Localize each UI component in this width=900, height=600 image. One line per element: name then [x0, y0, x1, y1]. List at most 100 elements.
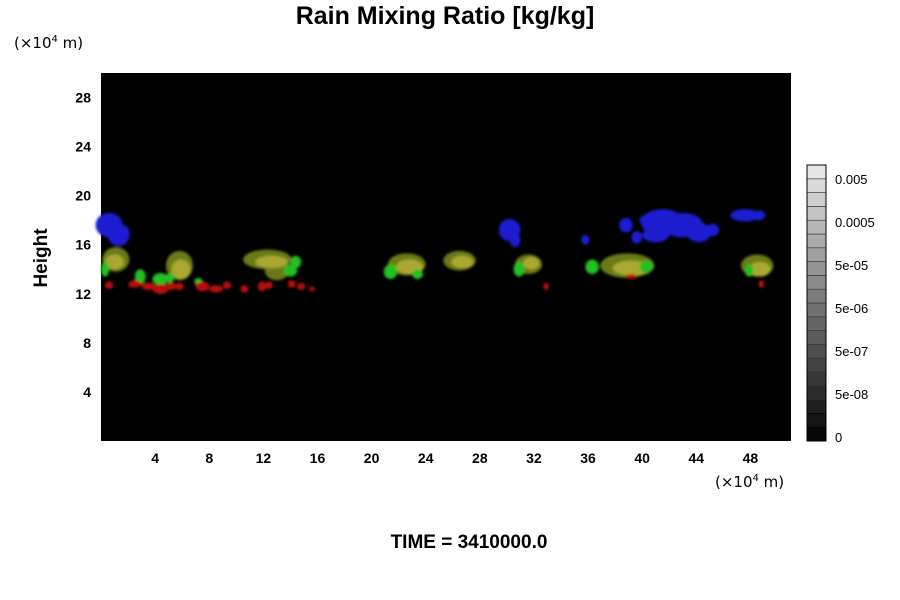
colorbar-segment [806, 413, 827, 428]
y-tick-label: 8 [83, 335, 91, 351]
x-ticks: 4 8 12 16 20 24 28 32 36 40 44 48 [151, 450, 758, 466]
y-tick-label: 12 [75, 286, 91, 302]
feature-blob-3-12 [745, 264, 754, 277]
feature-blob-0-4 [509, 232, 521, 248]
feature-blob-3-6 [290, 255, 302, 269]
x-tick-label: 20 [364, 450, 380, 466]
feature-blob-4-10 [257, 281, 267, 292]
feature-blob-4-9 [240, 285, 249, 293]
x-tick-label: 12 [256, 450, 272, 466]
feature-blob-4-5 [175, 282, 184, 291]
y-axis-unit: (×104 m) [14, 34, 84, 52]
colorbar-segment [806, 316, 827, 331]
colorbar-segment [806, 399, 827, 414]
feature-blob-3-10 [585, 259, 599, 275]
feature-blob-0-12 [642, 227, 670, 243]
x-tick-label: 36 [580, 450, 596, 466]
feature-blob-0-5 [581, 234, 590, 245]
colorbar-label: 0 [835, 430, 842, 445]
colorbar-label: 0.005 [835, 172, 868, 187]
colorbar-label: 5e-08 [835, 387, 868, 402]
feature-blob-4-8 [222, 281, 231, 289]
feature-blob-4-4 [165, 282, 177, 291]
feature-blob-3-3 [165, 272, 175, 283]
x-tick-label: 16 [310, 450, 326, 466]
feature-blob-4-14 [309, 286, 315, 292]
colorbar-segment [806, 164, 827, 180]
feature-blob-0-7 [631, 231, 643, 244]
feature-blob-3-1 [134, 269, 146, 284]
feature-blob-0-15 [751, 210, 766, 221]
feature-blob-4-6 [195, 281, 210, 292]
feature-blob-3-11 [639, 260, 653, 273]
x-tick-label: 48 [743, 450, 759, 466]
feature-blob-2-4 [451, 255, 474, 269]
feature-blob-3-9 [513, 261, 525, 277]
feature-blob-4-1 [128, 280, 142, 288]
time-label: TIME = 3410000.0 [390, 532, 548, 553]
colorbar-segment [806, 302, 827, 318]
colorbar-segment [806, 371, 827, 387]
feature-blob-2-2 [255, 255, 288, 269]
feature-blob-4-12 [287, 280, 296, 288]
colorbar: 0.005 0.0005 5e-05 5e-06 5e-07 5e-08 0 [806, 164, 875, 445]
feature-blob-4-7 [209, 285, 223, 293]
x-tick-label: 8 [205, 450, 213, 466]
feature-blob-2-0 [105, 254, 124, 270]
colorbar-segment [806, 330, 827, 345]
feature-blob-4-16 [625, 274, 637, 280]
x-tick-label: 40 [634, 450, 650, 466]
feature-blob-3-8 [412, 269, 423, 280]
colorbar-segment [806, 357, 827, 373]
colorbar-segment [806, 247, 827, 262]
colorbar-segment [806, 233, 827, 249]
colorbar-segment [806, 192, 827, 207]
x-tick-label: 44 [689, 450, 705, 466]
x-tick-label: 4 [151, 450, 159, 466]
feature-blob-4-2 [141, 282, 156, 291]
colorbar-segment [806, 426, 827, 442]
feature-blob-0-14 [730, 209, 760, 222]
colorbar-label: 5e-05 [835, 258, 868, 273]
colorbar-label: 5e-07 [835, 344, 868, 359]
colorbar-segment [806, 178, 827, 193]
feature-blob-4-17 [758, 280, 764, 288]
colorbar-segment [806, 288, 827, 304]
y-tick-label: 24 [75, 139, 91, 155]
colorbar-segment [806, 219, 827, 235]
data-features [95, 209, 774, 294]
y-tick-label: 20 [75, 188, 91, 204]
x-tick-label: 28 [472, 450, 488, 466]
feature-blob-4-3 [152, 283, 169, 294]
feature-blob-4-13 [297, 282, 306, 291]
feature-blob-2-5 [523, 257, 540, 270]
y-ticks: 4 8 12 16 20 24 28 [75, 90, 91, 400]
feature-blob-0-2 [115, 225, 130, 240]
feature-blob-3-7 [383, 264, 398, 280]
feature-blob-0-6 [619, 217, 633, 233]
feature-blob-4-15 [543, 282, 549, 291]
colorbar-segment [806, 261, 827, 276]
colorbar-label: 5e-06 [835, 301, 868, 316]
colorbar-label: 0.0005 [835, 215, 875, 230]
x-tick-label: 32 [526, 450, 542, 466]
x-tick-label: 24 [418, 450, 434, 466]
colorbar-segment [806, 275, 827, 290]
x-axis-unit: (×104 m) [715, 473, 785, 491]
colorbar-segment [806, 344, 827, 359]
feature-blob-3-2 [152, 272, 169, 286]
colorbar-segment [806, 206, 827, 221]
feature-blob-0-11 [686, 222, 712, 243]
feature-blob-0-13 [705, 223, 720, 237]
y-tick-label: 4 [83, 384, 91, 400]
colorbar-frame [806, 164, 827, 442]
feature-blob-4-11 [264, 281, 273, 289]
chart-title: Rain Mixing Ratio [kg/kg] [295, 2, 595, 30]
y-tick-label: 16 [75, 237, 91, 253]
colorbar-segment [806, 385, 827, 400]
feature-blob-2-1 [171, 259, 191, 280]
feature-blob-3-0 [101, 261, 110, 277]
feature-blob-4-0 [105, 281, 114, 289]
feature-blob-2-7 [749, 261, 771, 277]
